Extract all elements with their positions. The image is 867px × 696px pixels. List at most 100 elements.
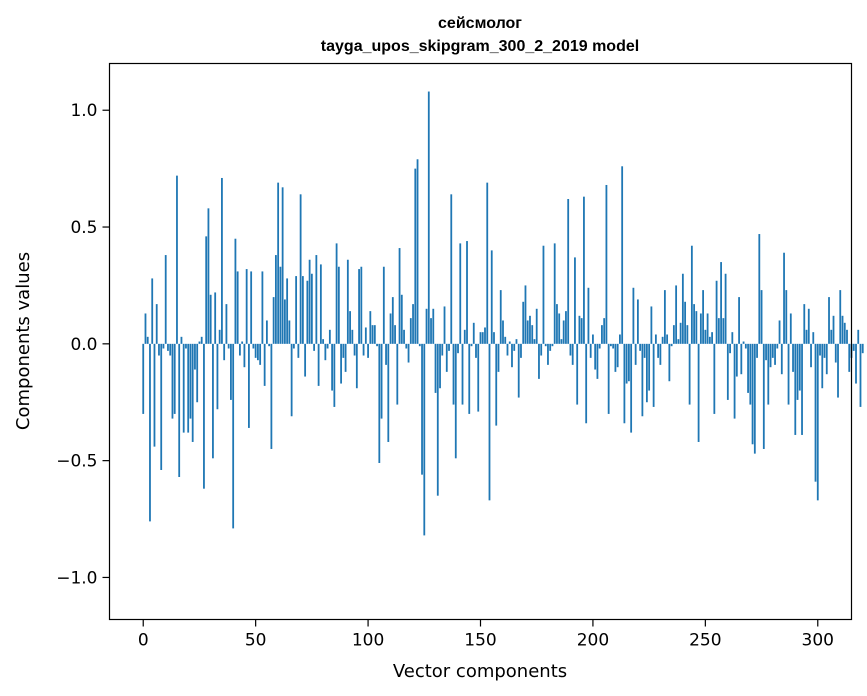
bar: [425, 308, 428, 344]
bar: [846, 329, 848, 344]
bar: [767, 343, 770, 405]
bar: [747, 343, 749, 393]
bar: [398, 248, 401, 344]
bar: [506, 343, 509, 356]
bar: [794, 343, 797, 435]
bar: [493, 332, 495, 344]
bar: [704, 329, 707, 344]
bar: [414, 168, 417, 344]
bar: [391, 297, 394, 344]
bar: [452, 343, 455, 405]
bars-group: [142, 91, 864, 536]
bar: [495, 343, 498, 426]
bar: [427, 91, 430, 344]
bar: [675, 285, 678, 344]
bar: [481, 332, 484, 344]
bar: [771, 343, 774, 358]
bar: [448, 343, 450, 351]
bar: [412, 304, 414, 344]
bar: [751, 343, 754, 445]
y-axis-label: Components values: [13, 252, 34, 430]
bar: [612, 343, 615, 349]
bar: [708, 336, 711, 344]
bar: [837, 343, 839, 398]
bar: [810, 343, 812, 368]
bar: [290, 343, 293, 417]
bar: [569, 343, 572, 356]
bar: [223, 343, 226, 361]
bar: [553, 243, 556, 344]
bar: [828, 297, 830, 344]
bar: [816, 343, 819, 501]
bar: [306, 280, 309, 344]
bar: [565, 311, 567, 344]
bar: [274, 255, 277, 344]
bar: [340, 343, 342, 384]
bar: [648, 343, 651, 391]
bar: [666, 334, 669, 344]
bar: [160, 343, 163, 470]
bar: [257, 343, 259, 361]
bar: [288, 320, 291, 344]
y-tick-label: 0.0: [70, 335, 97, 355]
bar: [236, 271, 239, 344]
bar: [848, 343, 851, 372]
bar: [488, 343, 491, 501]
bar: [756, 343, 758, 358]
bar: [371, 325, 374, 344]
bar: [286, 278, 289, 344]
bar: [434, 343, 437, 393]
bar: [812, 332, 815, 344]
bar: [645, 343, 648, 403]
bar: [387, 343, 390, 442]
bar: [342, 343, 345, 358]
bar: [454, 343, 457, 459]
bar: [814, 343, 817, 482]
bar: [221, 177, 223, 344]
bar: [158, 343, 160, 356]
bar: [180, 336, 183, 344]
bar: [805, 329, 808, 344]
bar: [142, 343, 145, 414]
bar: [457, 343, 459, 354]
bar: [839, 290, 842, 344]
bar: [234, 238, 237, 344]
bar: [344, 343, 347, 372]
bar: [652, 343, 655, 407]
bar: [310, 273, 313, 344]
bar: [245, 269, 248, 344]
bar: [367, 343, 369, 358]
bar: [785, 290, 788, 344]
bar: [726, 343, 729, 400]
bar: [560, 339, 563, 344]
bar: [475, 343, 477, 358]
bar: [337, 266, 340, 344]
bar: [511, 343, 513, 368]
bar: [695, 311, 698, 344]
bar: [699, 313, 702, 344]
bar: [463, 329, 466, 344]
bar: [185, 343, 187, 349]
bar: [803, 304, 806, 344]
bar: [762, 343, 765, 449]
bar: [346, 259, 349, 344]
bar: [643, 343, 646, 358]
bar: [587, 287, 590, 344]
bar: [416, 159, 419, 344]
bar: [169, 343, 172, 356]
bar: [382, 266, 385, 344]
bar: [580, 318, 583, 344]
bar: [261, 271, 264, 344]
bar: [819, 343, 821, 356]
bar: [724, 273, 727, 344]
bar: [526, 320, 529, 344]
bar: [843, 322, 846, 344]
bar: [780, 343, 783, 375]
bar: [589, 343, 592, 358]
bar: [594, 343, 597, 370]
bar: [308, 259, 311, 344]
bar: [187, 343, 190, 433]
x-tick-label: 100: [352, 631, 384, 651]
bar: [796, 343, 799, 400]
